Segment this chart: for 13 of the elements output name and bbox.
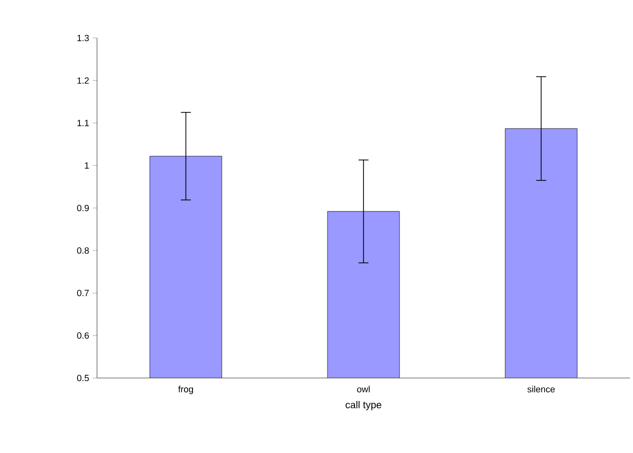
- y-tick-label: 1: [84, 162, 89, 169]
- y-tick-label: 1.1: [77, 120, 89, 126]
- x-tick-label: frog: [178, 386, 193, 394]
- y-tick-label: 0.9: [77, 204, 89, 212]
- y-tick-label: 1.3: [77, 34, 89, 42]
- y-tick-label: 0.5: [77, 374, 89, 382]
- y-tick-label: 1.2: [77, 77, 89, 84]
- x-tick-label: owl: [357, 386, 370, 392]
- y-tick-label: 0.7: [77, 290, 89, 296]
- y-tick-label: 0.6: [77, 332, 89, 339]
- y-tick-label: 0.8: [77, 247, 89, 254]
- x-axis-title: call type: [346, 400, 382, 410]
- x-tick-label: silence: [527, 386, 555, 392]
